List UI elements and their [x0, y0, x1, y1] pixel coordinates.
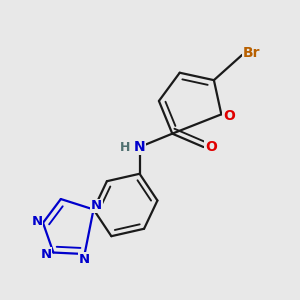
Text: N: N [79, 253, 90, 266]
Text: Br: Br [242, 46, 260, 60]
Text: N: N [91, 200, 102, 212]
Text: N: N [40, 248, 52, 260]
Text: N: N [32, 215, 43, 228]
Text: H: H [120, 140, 130, 154]
Text: O: O [205, 140, 217, 154]
Text: O: O [223, 109, 235, 123]
Text: N: N [134, 140, 146, 154]
